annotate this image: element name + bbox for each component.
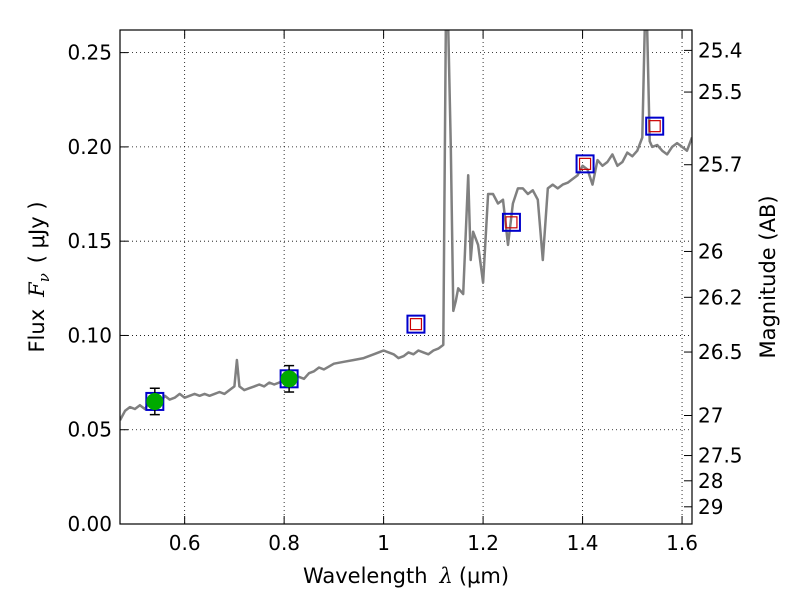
plot-area: [120, 30, 692, 421]
bandpass-model-box: [501, 212, 521, 232]
y-axis-title: FluxFν( μJy ): [25, 201, 53, 352]
bandpass-model-box: [645, 116, 665, 136]
bandpass-model-inner: [648, 120, 661, 133]
mag-tick-label: 29: [698, 495, 723, 519]
y-tick-label: 0.05: [67, 418, 112, 442]
x-tick-label: 1: [377, 531, 390, 555]
y-tick-label: 0.10: [67, 323, 112, 347]
bandpass-model-box: [406, 314, 426, 334]
x-tick-label: 1.2: [467, 531, 499, 555]
x-tick-label: 0.6: [169, 531, 201, 555]
axis-ticks: 0.6 0.8 1 1.2 1.4 1.6 0.00 0.05 0.10 0.15 0.20 0.25…: [67, 30, 743, 555]
mag-tick-label: 25.4: [698, 38, 743, 62]
mag-tick-label: 28: [698, 469, 723, 493]
grid: [120, 30, 692, 525]
bandpass-model-inner: [409, 318, 423, 331]
x-tick-label: 1.6: [666, 531, 698, 555]
mag-tick-label: 26.2: [698, 285, 743, 309]
x-tick-label: 0.8: [268, 531, 300, 555]
right-axis-title: Magnitude (AB): [756, 195, 780, 358]
mag-tick-label: 26.5: [698, 340, 743, 364]
x-tick-label: 1.4: [567, 531, 599, 555]
mag-tick-label: 26: [698, 239, 723, 263]
mag-tick-label: 25.7: [698, 153, 743, 177]
bandpass-model-inner: [578, 157, 592, 170]
mag-tick-label: 27.5: [698, 444, 743, 468]
observed-point: [280, 370, 298, 388]
mag-tick-label: 27: [698, 404, 723, 428]
y-tick-label: 0.15: [67, 229, 112, 253]
y-tick-label: 0.25: [67, 41, 112, 65]
plot-frame: [119, 29, 693, 525]
bandpass-model-inner: [505, 216, 518, 229]
bandpass-model-box: [575, 154, 595, 174]
mag-tick-label: 25.5: [698, 80, 743, 104]
y-tick-label: 0.00: [67, 512, 112, 536]
x-axis-title: Wavelength λ (μm): [303, 564, 509, 588]
observed-point: [146, 392, 164, 410]
y-tick-label: 0.20: [67, 135, 112, 159]
model-spectrum-line: [120, 30, 692, 421]
